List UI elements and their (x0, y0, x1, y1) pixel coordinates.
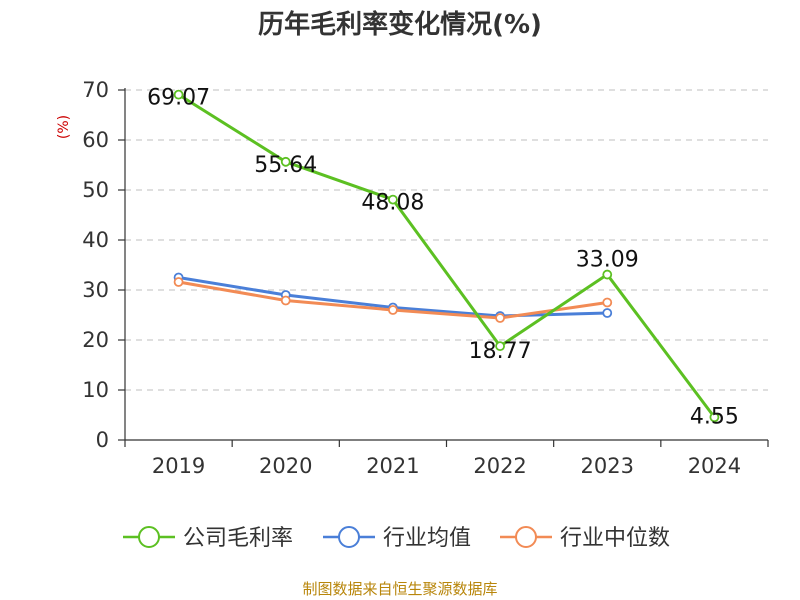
legend-marker-1 (338, 526, 360, 548)
data-label-2019: 69.07 (147, 86, 210, 111)
data-label-2024: 4.55 (690, 404, 739, 429)
data-point-2-2021 (388, 305, 398, 315)
data-point-2-2020 (280, 295, 291, 306)
data-labels: 69.07 55.64 48.08 18.77 33.09 4.55 (147, 86, 739, 430)
legend-marker-2 (515, 526, 537, 548)
y-tick-label-60: 60 (82, 128, 109, 152)
gridlines (125, 89, 768, 391)
data-label-2022: 18.77 (469, 339, 532, 364)
data-point-0-2023 (602, 269, 613, 280)
data-label-2021: 48.08 (361, 191, 424, 216)
y-tick-label-10: 10 (82, 378, 109, 402)
y-axis-label: (%) (56, 115, 72, 139)
y-tick-label-50: 50 (82, 178, 109, 202)
x-tick-label-2021: 2021 (366, 454, 419, 478)
x-tick-label-2023: 2023 (581, 454, 634, 478)
data-point-0-2019 (173, 89, 184, 100)
data-point-0-2021 (388, 194, 398, 205)
y-tick-label-0: 0 (96, 428, 109, 452)
data-point-0-2024 (709, 412, 720, 423)
series-points (173, 89, 720, 423)
data-point-1-2023 (602, 308, 613, 318)
y-tick-label-20: 20 (82, 328, 109, 352)
legend-label-0: 公司毛利率 (183, 526, 293, 551)
data-label-2020: 55.64 (254, 153, 317, 178)
data-point-0-2022 (495, 341, 505, 352)
series-line-0 (177, 93, 716, 419)
x-tick-label-2019: 2019 (152, 454, 205, 478)
data-point-2-2019 (173, 277, 184, 287)
x-tick-label-2022: 2022 (473, 454, 526, 478)
legend: 公司毛利率 行业均值 行业中位数 (123, 526, 670, 551)
data-point-2-2022 (495, 313, 505, 323)
chart-title: 历年毛利率变化情况(%) (258, 10, 542, 40)
data-point-2-2023 (602, 297, 613, 308)
y-tick-label-70: 70 (82, 78, 109, 102)
tick-labels: 0 10 20 30 40 50 60 70 2019 2020 2021 2022 2023 2024 (… (56, 78, 741, 478)
x-tick-label-2024: 2024 (688, 454, 741, 478)
legend-label-2: 行业中位数 (560, 526, 670, 551)
axes (118, 88, 769, 447)
x-tick-label-2020: 2020 (259, 454, 312, 478)
data-point-0-2020 (280, 156, 291, 167)
y-tick-label-30: 30 (82, 278, 109, 302)
data-label-2023: 33.09 (576, 248, 639, 273)
y-tick-label-40: 40 (82, 228, 109, 252)
source-note: 制图数据来自恒生聚源数据库 (302, 580, 498, 598)
legend-label-1: 行业均值 (383, 526, 471, 551)
legend-marker-0 (138, 526, 160, 548)
